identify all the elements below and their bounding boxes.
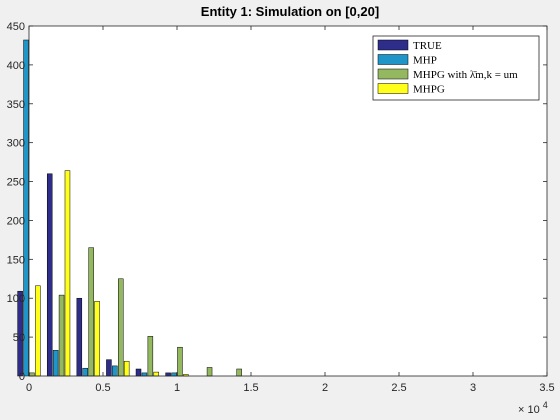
bar-1-2 bbox=[76, 297, 83, 377]
bar-3-6 bbox=[206, 367, 213, 377]
legend-swatch-4 bbox=[377, 83, 409, 94]
legend-label-1: TRUE bbox=[413, 40, 442, 52]
legend: TRUE MHP MHPG with λ̄m,k = um MHPG bbox=[372, 35, 540, 101]
x-exponent-base: × 10 bbox=[518, 404, 540, 416]
bar-1-3 bbox=[106, 359, 112, 377]
bar-2-4 bbox=[141, 372, 148, 377]
bar-4-4 bbox=[153, 371, 160, 377]
y-tick-label: 150 bbox=[7, 254, 25, 266]
y-tick-label: 450 bbox=[7, 21, 25, 33]
bar-2-1 bbox=[52, 350, 59, 377]
bar-3-0 bbox=[29, 372, 35, 377]
x-tick-label: 1.5 bbox=[243, 382, 258, 394]
chart-title: Entity 1: Simulation on [0,20] bbox=[201, 4, 379, 19]
bar-2-0 bbox=[23, 39, 29, 377]
ticks-group: 0 0.5 1 1.5 2 2.5 3 3.5 0 50 100 150 200 250 300 350 400… bbox=[7, 21, 555, 394]
bar-2-3 bbox=[112, 365, 118, 377]
legend-swatch-2 bbox=[377, 54, 409, 65]
legend-swatch-1 bbox=[377, 39, 409, 51]
x-tick-label: 0 bbox=[26, 382, 32, 394]
bar-3-2 bbox=[88, 247, 94, 377]
bar-1-4 bbox=[135, 368, 142, 377]
y-tick-label: 350 bbox=[7, 99, 25, 111]
legend-label-2: MHP bbox=[413, 55, 437, 67]
bar-2-5 bbox=[171, 372, 177, 377]
bar-1-0 bbox=[17, 290, 23, 377]
bar-3-1 bbox=[58, 294, 65, 377]
bar-4-3 bbox=[123, 360, 130, 377]
x-exponent-power: 4 bbox=[543, 400, 548, 410]
x-tick-label: 2 bbox=[322, 382, 328, 394]
legend-swatch-3 bbox=[377, 68, 409, 80]
x-exponent-label: × 10 4 bbox=[518, 400, 548, 416]
bar-2-2 bbox=[82, 367, 88, 377]
bar-3-7 bbox=[236, 368, 242, 377]
bar-1-5 bbox=[165, 372, 171, 377]
y-tick-label: 300 bbox=[7, 138, 25, 150]
bar-4-2 bbox=[94, 301, 100, 377]
legend-label-4: MHPG bbox=[413, 84, 445, 96]
legend-label-3: MHPG with λ̄m,k = um bbox=[413, 69, 518, 81]
y-tick-label: 250 bbox=[7, 177, 25, 189]
bar-3-5 bbox=[177, 346, 183, 377]
x-tick-label: 3.5 bbox=[539, 382, 554, 394]
x-tick-label: 3 bbox=[470, 382, 476, 394]
bar-3-4 bbox=[147, 336, 154, 377]
plot-frame bbox=[28, 25, 548, 377]
x-tick-label: 1 bbox=[174, 382, 180, 394]
y-tick-label: 50 bbox=[13, 332, 25, 344]
y-tick-label: 400 bbox=[7, 60, 25, 72]
x-tick-label: 2.5 bbox=[391, 382, 406, 394]
bar-4-1 bbox=[64, 170, 71, 377]
bar-1-1 bbox=[46, 173, 53, 377]
x-tick-label: 0.5 bbox=[95, 382, 110, 394]
y-tick-label: 200 bbox=[7, 215, 25, 227]
y-tick-label: 100 bbox=[7, 293, 25, 305]
bar-4-0 bbox=[35, 285, 41, 377]
y-tick-label: 0 bbox=[19, 371, 25, 383]
bar-3-3 bbox=[118, 278, 124, 377]
